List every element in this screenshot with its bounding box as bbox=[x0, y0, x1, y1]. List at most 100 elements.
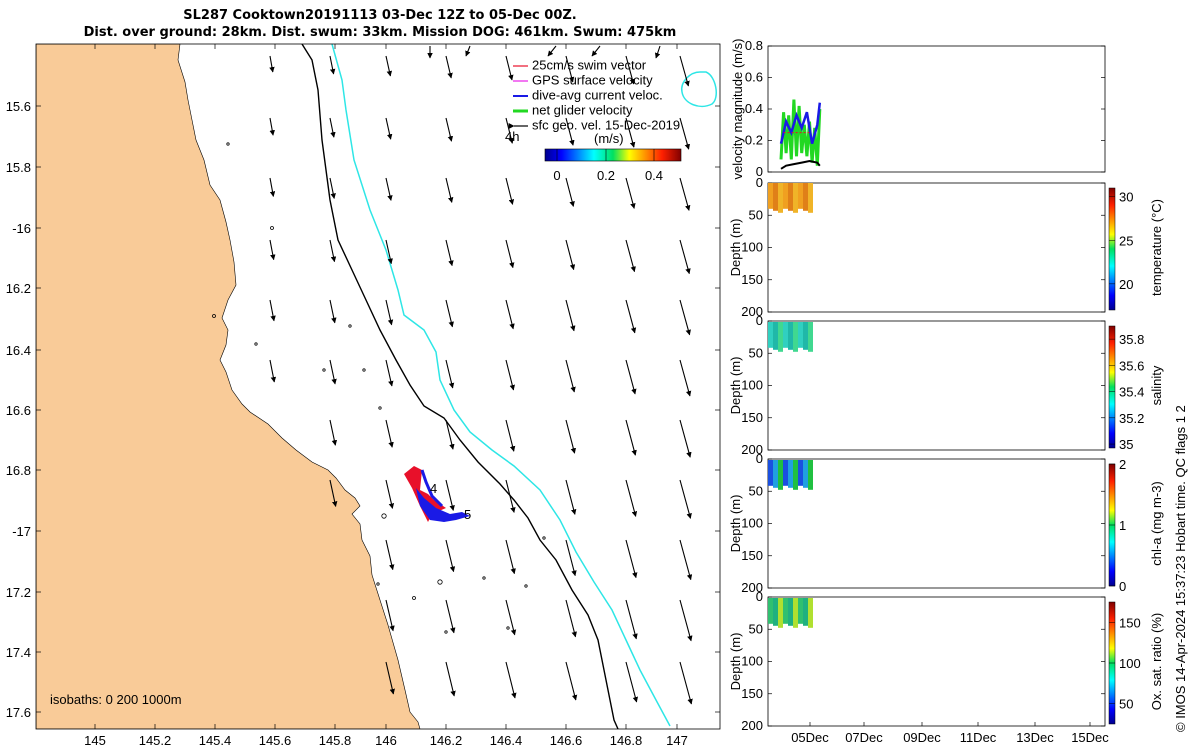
map-x-tick-label: 146.8 bbox=[610, 733, 643, 748]
section-cell bbox=[798, 598, 803, 624]
colorbar-tick-label: 2 bbox=[1119, 457, 1126, 472]
geo-velocity-arrow bbox=[679, 419, 692, 458]
depth-tick-label: 100 bbox=[741, 378, 763, 393]
legend-label: 25cm/s swim vector bbox=[532, 57, 647, 72]
geo-velocity-arrow bbox=[565, 661, 578, 701]
legend-gps-velocity: GPS surface velocity bbox=[513, 72, 653, 87]
panel-colorbar bbox=[1108, 187, 1116, 311]
depth-tick-label: 50 bbox=[749, 621, 763, 636]
salinity-section-panel: 0 50 100 150 200 Depth (m) 35 35.2 35.4 35.6 35.8 s… bbox=[728, 313, 1164, 457]
section-cell bbox=[808, 322, 813, 352]
geo-velocity-arrow bbox=[385, 661, 395, 695]
geo-velocity-arrow bbox=[505, 599, 517, 636]
section-cell bbox=[798, 460, 803, 486]
section-cell bbox=[793, 460, 798, 490]
map-y-tick-label: 15.6 bbox=[6, 99, 31, 114]
section-cell bbox=[793, 183, 798, 213]
depth-tick-label: 150 bbox=[741, 548, 763, 563]
depth-tick-label: 50 bbox=[749, 345, 763, 360]
legend-label: dive-avg current veloc. bbox=[532, 87, 663, 102]
geo-velocity-arrow bbox=[445, 479, 455, 511]
geo-velocity-arrow bbox=[385, 479, 395, 509]
depth-tick-label: 100 bbox=[741, 654, 763, 669]
section-cell bbox=[783, 598, 788, 624]
colorbar-tick-label: 25 bbox=[1119, 233, 1133, 248]
depth-tick-label: 0 bbox=[756, 313, 763, 328]
geo-velocity-arrow bbox=[445, 117, 454, 142]
geo-velocity-arrow bbox=[625, 419, 637, 456]
section-cell bbox=[773, 322, 778, 350]
geo-velocity-arrow bbox=[565, 599, 577, 638]
colorbar-tick: 0.2 bbox=[597, 168, 615, 183]
geo-velocity-arrow bbox=[625, 117, 636, 148]
map-y-tick-label: 17.4 bbox=[6, 645, 31, 660]
section-cell bbox=[788, 598, 793, 626]
section-cell bbox=[778, 183, 783, 213]
depth-axis-label: Depth (m) bbox=[728, 633, 743, 691]
depth-tick-label: 150 bbox=[741, 686, 763, 701]
section-cell bbox=[768, 460, 773, 486]
geo-velocity-arrow bbox=[505, 117, 514, 144]
legend-net-glider: net glider velocity bbox=[513, 102, 633, 117]
velocity-y-tick-label: 0 bbox=[756, 164, 763, 179]
map-x-tick-label: 146.2 bbox=[430, 733, 463, 748]
geo-velocity-arrow bbox=[505, 299, 515, 330]
depth-tick-label: 100 bbox=[741, 240, 763, 255]
geo-velocity-arrow bbox=[679, 599, 693, 642]
track-label-5: 5 bbox=[464, 507, 471, 522]
map-y-tick-label: -16 bbox=[12, 221, 31, 236]
velocity-ylabel: velocity magnitude (m/s) bbox=[730, 39, 745, 180]
map-x-tick-label: 145.6 bbox=[259, 733, 292, 748]
depth-tick-label: 200 bbox=[741, 718, 763, 733]
time-tick-label: 11Dec bbox=[960, 730, 997, 745]
colorbar-label: Ox. sat. ratio (%) bbox=[1149, 613, 1164, 711]
geo-velocity-arrow bbox=[445, 177, 454, 203]
colorbar-tick-label: 35.8 bbox=[1119, 332, 1144, 347]
chlorophyll-section-panel: 0 50 100 150 200 Depth (m) 0 1 2 chl-a (mg m-3) bbox=[728, 451, 1164, 595]
geo-velocity-arrow bbox=[269, 239, 276, 261]
geo-velocity-arrow bbox=[505, 359, 515, 391]
temperature-section-panel: 0 50 100 150 200 Depth (m) 20 25 30 temperature (… bbox=[728, 175, 1164, 319]
map-y-tick-label: 17.2 bbox=[6, 585, 31, 600]
colorbar-tick-label: 35.2 bbox=[1119, 411, 1144, 426]
glider-track bbox=[404, 466, 470, 522]
colorbar-label: temperature (°C) bbox=[1149, 199, 1164, 296]
geo-velocity-arrow bbox=[505, 177, 515, 205]
depth-axis-label: Depth (m) bbox=[728, 219, 743, 277]
geo-velocity-arrow bbox=[385, 117, 393, 140]
depth-tick-label: 200 bbox=[741, 442, 763, 457]
geo-velocity-arrow bbox=[565, 117, 575, 146]
velocity-series-line bbox=[779, 102, 822, 145]
map-y-tick-label: 15.8 bbox=[6, 160, 31, 175]
map-x-tick-label: 146 bbox=[375, 733, 397, 748]
map-y-tick-label: 16.4 bbox=[6, 343, 31, 358]
time-label: 4h bbox=[505, 129, 519, 144]
section-data bbox=[768, 460, 813, 490]
map-x-axis: 145 145.2 145.4 145.6 145.8 146 146.2 146.4 146.… bbox=[84, 44, 688, 748]
map-colorbar: 0 0.2 0.4 bbox=[544, 148, 682, 183]
time-tick-label: 13Dec bbox=[1016, 730, 1054, 745]
depth-tick-label: 0 bbox=[756, 175, 763, 190]
geo-velocity-arrow bbox=[329, 299, 337, 324]
map-x-tick-label: 147 bbox=[666, 733, 688, 748]
colorbar-tick-label: 20 bbox=[1119, 277, 1133, 292]
depth-tick-label: 0 bbox=[756, 451, 763, 466]
geo-velocity-arrow bbox=[269, 55, 275, 73]
geo-velocity-arrow bbox=[565, 55, 575, 83]
geo-velocity-arrow bbox=[625, 599, 638, 640]
geo-velocity-arrow bbox=[385, 299, 394, 326]
time-tick-label: 09Dec bbox=[903, 730, 941, 745]
section-cell bbox=[773, 460, 778, 488]
geostrophic-velocity-arrows bbox=[269, 45, 693, 705]
geo-velocity-arrow bbox=[329, 177, 336, 199]
depth-tick-label: 150 bbox=[741, 410, 763, 425]
geo-velocity-arrow bbox=[625, 661, 638, 703]
legend-current: dive-avg current veloc. bbox=[513, 87, 663, 102]
panel-frame bbox=[767, 320, 1106, 451]
geo-velocity-arrow bbox=[505, 55, 514, 81]
geo-velocity-arrow bbox=[385, 239, 393, 265]
map-x-tick-label: 146.6 bbox=[550, 733, 583, 748]
coastline-land bbox=[36, 44, 421, 729]
colorbar-tick-label: 30 bbox=[1119, 190, 1133, 205]
